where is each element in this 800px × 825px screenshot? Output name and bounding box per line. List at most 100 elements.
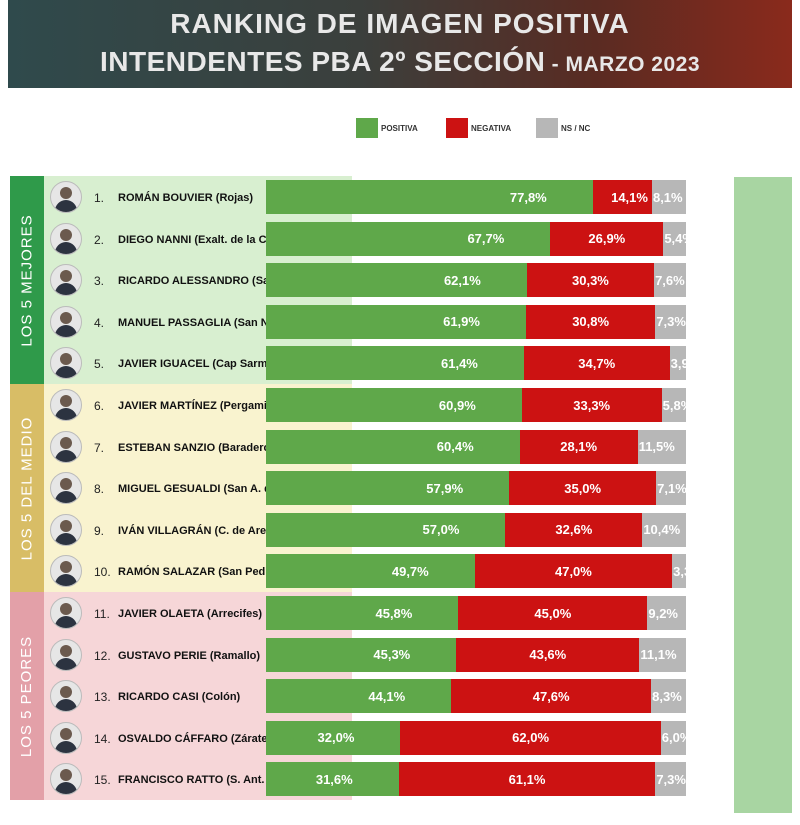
legend-item: POSITIVA xyxy=(356,118,418,138)
bar-segment-negative: 47,6% xyxy=(451,679,652,714)
bar-segment-positive: 32,0% xyxy=(266,720,401,755)
avatar-icon xyxy=(50,680,82,713)
bar-segment-positive: 60,4% xyxy=(266,429,520,464)
rank-number: 15. xyxy=(94,773,111,788)
avatar-icon xyxy=(50,389,82,421)
avatar-icon xyxy=(50,222,82,255)
bar-segment-nsnc: 8,1% xyxy=(651,180,686,214)
bar-segment-positive: 60,9% xyxy=(266,388,522,422)
legend-swatch xyxy=(446,118,468,138)
bar-segment-negative: 28,1% xyxy=(519,429,638,464)
avatar-icon xyxy=(50,347,82,380)
bar-segment-nsnc: 5,8% xyxy=(661,388,686,422)
rank-number: 14. xyxy=(94,731,111,746)
bar-segment-positive: 77,8% xyxy=(266,180,593,214)
chart-title: RANKING DE IMAGEN POSITIVA xyxy=(170,8,630,39)
bar-segment-positive: 57,9% xyxy=(266,471,510,506)
rank-number: 13. xyxy=(94,690,111,705)
legend-label: NEGATIVA xyxy=(471,123,512,133)
bar-segment-positive: 61,4% xyxy=(266,346,524,381)
bar-segment-nsnc: 11,1% xyxy=(639,637,686,672)
bar-segment-positive: 49,7% xyxy=(266,554,475,589)
rank-number: 7. xyxy=(94,440,105,455)
bar-segment-positive: 67,7% xyxy=(266,221,551,256)
bar-segment-negative: 45,0% xyxy=(458,596,648,630)
bar-segment-nsnc: 7,1% xyxy=(656,471,686,506)
rank-number: 6. xyxy=(94,399,105,413)
bar-segment-nsnc: 9,2% xyxy=(647,596,686,630)
category-label: GUSTAVO PERIE (Ramallo) xyxy=(118,649,261,662)
avatar-icon xyxy=(50,305,82,338)
category-label: RAMÓN SALAZAR (San Pedro) xyxy=(118,566,280,579)
legend-swatch xyxy=(356,118,378,138)
chart-subtitle: INTENDENTES PBA 2º SECCIÓN - MARZO 2023 xyxy=(8,46,792,78)
bar-segment-positive: 31,6% xyxy=(266,762,399,797)
group-label-text: LOS 5 MEJORES xyxy=(18,213,36,347)
bar-segment-nsnc: 3,9% xyxy=(669,346,686,381)
group-label-text: LOS 5 DEL MEDIO xyxy=(18,416,36,560)
group-label: LOS 5 MEJORES xyxy=(10,176,44,384)
bar-segment-positive: 61,9% xyxy=(266,304,526,339)
category-label: JAVIER OLAETA (Arrecifes) xyxy=(118,608,263,620)
bar-segment-positive: 45,8% xyxy=(266,596,459,630)
legend-item: NS / NC xyxy=(536,118,590,138)
category-label: IVÁN VILLAGRÁN (C. de Areco) xyxy=(118,524,283,537)
category-label: DIEGO NANNI (Exalt. de la Cruz) xyxy=(118,233,287,246)
bar-segment-nsnc: 10,4% xyxy=(642,512,686,547)
avatar-icon xyxy=(50,264,82,297)
bar-segment-positive: 44,1% xyxy=(266,679,452,714)
rank-number: 9. xyxy=(94,523,105,538)
rank-number: 1. xyxy=(94,191,105,205)
bar-segment-negative: 30,3% xyxy=(526,263,655,298)
category-label: ROMÁN BOUVIER (Rojas) xyxy=(118,192,254,204)
bar-segment-nsnc: 5,4% xyxy=(663,221,686,256)
rank-number: 11. xyxy=(94,607,110,621)
bar-segment-negative: 34,7% xyxy=(523,346,670,381)
category-label: RICARDO CASI (Colón) xyxy=(118,691,241,704)
category-label: MANUEL PASSAGLIA (San Nicolás) xyxy=(118,316,304,329)
bar-segment-nsnc: 3,3% xyxy=(672,554,686,589)
bar-segment-nsnc: 6,0% xyxy=(660,720,686,755)
bar-segment-negative: 26,9% xyxy=(550,221,664,256)
bar-segment-positive: 45,3% xyxy=(266,637,457,672)
category-label: RICARDO ALESSANDRO (Salto) xyxy=(118,275,287,288)
rank-number: 3. xyxy=(94,274,105,289)
bar-segment-negative: 62,0% xyxy=(400,720,661,755)
bar-segment-negative: 61,1% xyxy=(398,762,656,797)
bar-segment-nsnc: 7,3% xyxy=(655,762,686,797)
avatar-icon xyxy=(50,430,82,463)
bar-segment-nsnc: 8,3% xyxy=(651,679,686,714)
category-label: JAVIER IGUACEL (Cap Sarmiento) xyxy=(118,358,298,371)
header-banner: RANKING DE IMAGEN POSITIVA INTENDENTES P… xyxy=(8,0,792,88)
rank-number: 12. xyxy=(94,648,111,663)
bar-segment-positive: 57,0% xyxy=(266,512,506,547)
category-label: MIGUEL GESUALDI (San A. de Giles) xyxy=(118,483,311,496)
category-label: OSVALDO CÁFFARO (Zárate) xyxy=(118,732,272,745)
group-label-text: LOS 5 PEORES xyxy=(18,635,36,757)
rank-number: 5. xyxy=(94,357,105,372)
legend-label: POSITIVA xyxy=(381,123,418,133)
avatar-icon xyxy=(50,721,82,754)
avatar-icon xyxy=(50,555,82,588)
bar-segment-negative: 35,0% xyxy=(509,471,657,506)
avatar-icon xyxy=(50,763,82,796)
bar-segment-nsnc: 7,3% xyxy=(655,304,686,339)
legend-item: NEGATIVA xyxy=(446,118,511,138)
group-label: LOS 5 PEORES xyxy=(10,592,44,800)
subtitle-date: - MARZO 2023 xyxy=(545,53,701,76)
bar-segment-negative: 33,3% xyxy=(521,388,662,422)
category-label: JAVIER MARTÍNEZ (Pergamino) xyxy=(118,400,285,412)
avatar-icon xyxy=(50,472,82,505)
legend-swatch xyxy=(536,118,558,138)
bar-segment-nsnc: 7,6% xyxy=(654,263,686,298)
avatar-icon xyxy=(50,181,82,213)
bar-segment-negative: 32,6% xyxy=(505,512,643,547)
subtitle-main: INTENDENTES PBA 2º SECCIÓN xyxy=(99,46,546,77)
avatar-icon xyxy=(50,597,82,629)
legend-label: NS / NC xyxy=(561,123,591,133)
rank-number: 8. xyxy=(94,482,105,497)
category-label: ESTEBAN SANZIO (Baradero) xyxy=(118,441,274,454)
rank-number: 2. xyxy=(94,232,105,247)
bar-segment-nsnc: 11,5% xyxy=(637,429,686,464)
rank-number: 10. xyxy=(94,565,111,580)
